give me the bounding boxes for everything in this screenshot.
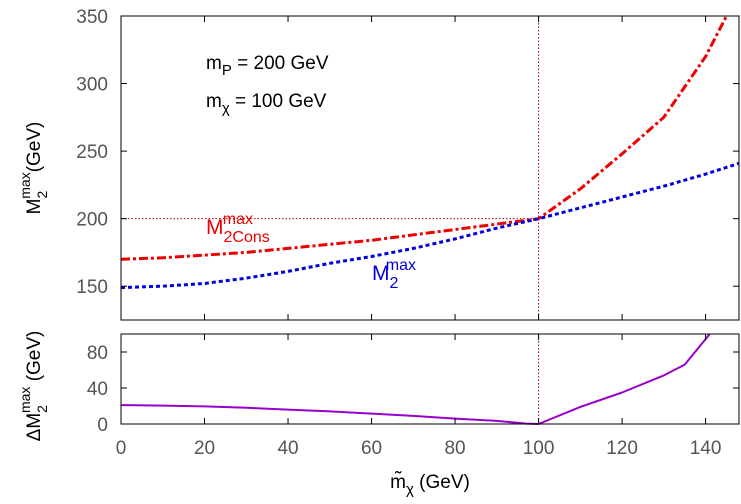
top-y-axis-label: M2max(GeV) [17, 122, 50, 215]
x-tick-label-3: 60 [361, 438, 382, 459]
bottom-y-tick-label-0: 0 [97, 415, 108, 436]
x-axis-label: m̃χ (GeV) [390, 471, 470, 498]
top-series-line-0 [120, 15, 728, 261]
top-series-line-1 [120, 161, 740, 290]
top-y-tick-label-0: 150 [76, 277, 108, 298]
top-y-tick-label-2: 250 [76, 142, 108, 163]
bottom-y-tick-label-2: 80 [87, 343, 108, 364]
bottom-panel: 0 20 40 60 80 100 120 140 0 40 80 ΔM2max (GeV) m̃χ… [17, 331, 740, 498]
bottom-ticks: 0 20 40 60 80 100 120 140 0 40 80 [87, 334, 739, 459]
x-tick-label-1: 20 [194, 438, 215, 459]
x-tick-label-0: 0 [116, 438, 127, 459]
bottom-plot-frame [120, 333, 740, 425]
x-tick-label-5: 100 [523, 438, 555, 459]
x-tick-label-4: 80 [444, 438, 465, 459]
annotation-mp: mP = 200 GeV [206, 53, 329, 79]
top-ticks: 150 200 250 300 350 [76, 7, 739, 320]
bottom-y-tick-label-1: 40 [87, 379, 108, 400]
series-label-m2cons: M2Consmax [206, 211, 270, 246]
bottom-series-line-0 [120, 333, 711, 425]
top-y-tick-label-1: 200 [76, 210, 108, 231]
top-series-group [120, 15, 740, 290]
x-tick-label-7: 140 [690, 438, 722, 459]
bottom-series-group [120, 333, 711, 425]
bottom-y-axis-label: ΔM2max (GeV) [17, 331, 50, 442]
top-y-tick-label-3: 300 [76, 75, 108, 96]
top-y-tick-label-4: 350 [76, 7, 108, 28]
series-label-m2max: M2max [372, 257, 416, 292]
x-tick-label-6: 120 [606, 438, 638, 459]
top-panel: 150 200 250 300 350 mP = 200 GeV mχ = 100 Ge… [17, 7, 740, 321]
top-reference-lines [121, 16, 540, 320]
annotation-mchi: mχ = 100 GeV [206, 91, 327, 117]
x-tick-label-2: 40 [277, 438, 298, 459]
top-plot-frame [120, 15, 740, 321]
